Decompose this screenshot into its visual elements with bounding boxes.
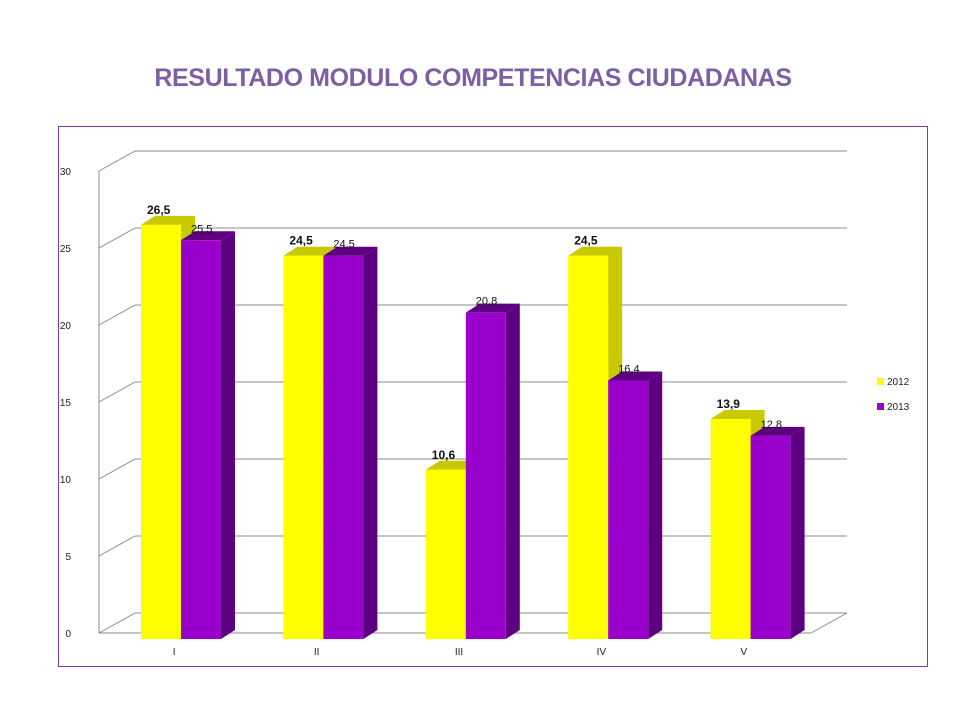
data-label-2013-V: 12,8	[761, 419, 782, 431]
bar-top-2013-IV	[608, 371, 663, 381]
legend-swatch-2013	[877, 403, 884, 410]
data-label-2012-II: 24,5	[289, 234, 313, 248]
bar-2013-V	[750, 435, 791, 639]
legend-label-2012: 2012	[887, 377, 910, 388]
bar-side-2013-II	[363, 246, 378, 639]
chart-frame: 0 5 10 15 20 25 30 26,5 25,5 I 24,5 24,5 II 10,6 20,8 I…	[58, 126, 928, 667]
data-label-2012-V: 13,9	[717, 397, 741, 411]
bar-side-2013-III	[505, 303, 520, 639]
gridline-wall	[98, 381, 136, 403]
bar-side-2013-V	[790, 426, 805, 639]
bar-top-2012-V	[710, 409, 765, 419]
bar-2012-V	[710, 418, 751, 639]
bar-2013-I	[181, 240, 221, 640]
gridline-wall	[98, 535, 136, 557]
bar-top-2012-IV	[568, 246, 623, 256]
page-title: RESULTADO MODULO COMPETENCIAS CIUDADANAS	[154, 64, 792, 92]
bar-side-2013-IV	[648, 371, 663, 639]
legend-swatch-2012	[877, 378, 884, 385]
gridline-wall	[98, 150, 136, 172]
y-tick-label: 20	[60, 321, 72, 332]
bar-2013-II	[323, 255, 364, 639]
data-label-2013-III: 20,8	[476, 296, 497, 308]
bar-top-2012-II	[283, 246, 338, 256]
bar-chart: 0 5 10 15 20 25 30 26,5 25,5 I 24,5 24,5 II 10,6 20,8 I…	[60, 150, 910, 658]
data-label-2013-II: 24,5	[333, 239, 354, 251]
data-label-2013-I: 25,5	[191, 223, 212, 235]
y-tick-label: 5	[65, 552, 71, 563]
x-tick-label: IV	[597, 647, 607, 658]
y-tick-label: 15	[60, 398, 72, 409]
bar-2012-I	[141, 224, 181, 639]
bar-2013-III	[465, 312, 506, 639]
x-tick-label: III	[455, 647, 463, 658]
bar-top-2013-I	[181, 231, 235, 241]
gridline-wall	[98, 227, 136, 249]
gridline-wall	[98, 458, 136, 480]
y-tick-label: 10	[60, 475, 72, 486]
x-tick-label: V	[740, 647, 747, 658]
y-tick-label: 25	[60, 244, 72, 255]
bar-top-2013-III	[465, 303, 520, 313]
data-label-2012-III: 10,6	[432, 448, 456, 462]
bar-2012-III	[425, 469, 466, 639]
y-tick-label: 0	[65, 629, 71, 640]
data-label-2012-I: 26,5	[147, 203, 171, 217]
data-label-2013-IV: 16,4	[618, 363, 639, 375]
floor-right-edge	[810, 612, 848, 634]
data-label-2012-IV: 24,5	[574, 234, 598, 248]
x-tick-label: I	[173, 647, 176, 658]
bar-side-2013-I	[221, 231, 235, 640]
gridline-wall	[98, 304, 136, 326]
bar-top-2013-II	[323, 246, 378, 256]
gridline-wall	[98, 612, 136, 634]
legend-label-2013: 2013	[887, 402, 910, 413]
bar-2012-IV	[568, 255, 609, 639]
x-tick-label: II	[314, 647, 320, 658]
bar-2012-II	[283, 255, 324, 639]
y-tick-label: 30	[60, 167, 72, 178]
bar-top-2013-V	[750, 426, 805, 436]
bar-top-2012-I	[141, 215, 195, 225]
bar-2013-IV	[608, 380, 649, 639]
